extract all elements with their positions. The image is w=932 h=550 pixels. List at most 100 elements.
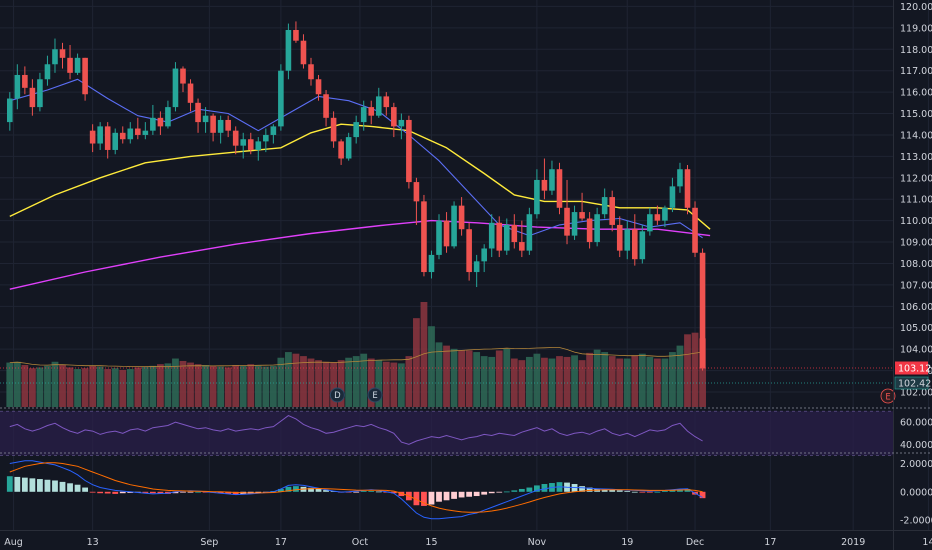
- candle-body: [29, 87, 36, 108]
- event-marker-label: E: [372, 391, 377, 401]
- volume-bar: [699, 338, 706, 407]
- volume-bar: [382, 361, 390, 407]
- price-tick-label: 106.00: [900, 302, 932, 313]
- candle-body: [247, 139, 254, 150]
- candle-body: [142, 130, 149, 135]
- macd-histogram-bar: [473, 491, 480, 497]
- macd-histogram-bar: [443, 491, 450, 501]
- macd-histogram-bar: [481, 491, 488, 495]
- time-tick-label: 14: [922, 537, 932, 548]
- volume-bar: [254, 365, 262, 407]
- candle-body: [119, 132, 126, 140]
- volume-bar: [669, 352, 676, 407]
- candle-body: [172, 68, 179, 108]
- volume-bar: [44, 365, 51, 407]
- macd-histogram-bar: [451, 491, 457, 499]
- candle-body: [270, 126, 277, 135]
- macd-histogram-bar: [82, 487, 88, 492]
- macd-histogram-bar: [662, 491, 668, 492]
- macd-histogram-bar: [29, 478, 36, 492]
- volume-bar: [202, 365, 209, 407]
- macd-histogram-bar: [488, 491, 495, 494]
- candle-body: [624, 229, 631, 251]
- candle-body: [662, 207, 668, 221]
- volume-bar: [126, 369, 134, 407]
- candle-body: [345, 137, 352, 159]
- macd-histogram-bar: [180, 491, 186, 493]
- volume-bar: [157, 364, 164, 407]
- candle-body: [428, 254, 435, 273]
- macd-histogram-bar: [624, 491, 631, 492]
- candle-body: [52, 49, 58, 65]
- volume-bar: [59, 365, 66, 407]
- volume-bar: [518, 360, 526, 407]
- time-tick-label: Sep: [200, 537, 218, 548]
- volume-bar: [443, 345, 450, 407]
- price-tick-label: 119.00: [900, 23, 932, 34]
- candle-body: [451, 205, 457, 247]
- price-tick-label: 107.00: [900, 280, 932, 291]
- candle-body: [300, 40, 307, 65]
- volume-bar: [6, 362, 14, 407]
- price-candles[interactable]: [7, 21, 706, 371]
- rsi-tick-label: 60.0000: [900, 418, 932, 429]
- volume-bar: [684, 334, 691, 407]
- macd-histogram-bar: [232, 491, 239, 495]
- macd-histogram-bar: [631, 491, 638, 493]
- candle-body: [436, 220, 442, 255]
- candle-body: [353, 122, 359, 138]
- volume-bar: [307, 358, 315, 407]
- volume-bar: [556, 356, 563, 407]
- volume-bar: [586, 352, 594, 407]
- ma-200-line: [9, 219, 711, 290]
- volume-bar: [638, 353, 646, 407]
- volume-bar: [345, 357, 353, 407]
- macd-histogram-bar: [436, 491, 442, 502]
- candle-body: [7, 98, 13, 123]
- candle-body: [541, 179, 548, 191]
- volume-bar: [578, 360, 586, 407]
- macd-histogram-bar: [601, 489, 608, 492]
- macd-pane[interactable]: [6, 460, 706, 520]
- volume-bar: [473, 352, 481, 407]
- candle-body: [639, 231, 646, 260]
- volume-bar: [691, 332, 699, 407]
- volume-bar: [631, 355, 639, 407]
- macd-histogram-bar: [390, 491, 397, 494]
- macd-line: [9, 460, 703, 520]
- candle-body: [112, 132, 119, 150]
- volume-bar: [360, 353, 368, 407]
- candle-body: [59, 49, 66, 58]
- candle-body: [556, 169, 563, 208]
- volume-bar: [194, 364, 202, 407]
- price-tick-label: 112.00: [900, 173, 932, 184]
- candle-body: [496, 222, 503, 251]
- rsi-pane[interactable]: [0, 410, 893, 456]
- candle-body: [609, 197, 615, 225]
- macd-histogram-bar: [699, 491, 706, 499]
- candle-body: [157, 117, 164, 127]
- time-tick-label: 2019: [841, 537, 865, 548]
- macd-tick-label: 0.0000: [900, 487, 932, 498]
- candle-body: [466, 229, 472, 273]
- macd-tick-label: -2.0000: [900, 516, 932, 527]
- price-tick-label: 118.00: [900, 45, 932, 56]
- volume-bar: [488, 356, 496, 407]
- candle-body: [97, 126, 103, 144]
- macd-histogram-bar: [14, 476, 21, 492]
- macd-histogram-bar: [59, 481, 66, 492]
- macd-histogram-bar: [458, 491, 465, 498]
- candle-body: [165, 107, 171, 127]
- volume-bar: [375, 360, 383, 407]
- volume-bar: [480, 356, 488, 407]
- volume-bar: [503, 348, 511, 407]
- candle-body: [669, 186, 676, 208]
- volume-bar: [164, 363, 172, 407]
- volume-bar: [104, 369, 112, 407]
- macd-histogram-bar: [225, 491, 232, 494]
- candle-body: [74, 57, 81, 73]
- candle-body: [360, 107, 367, 123]
- volume-moving-average: [9, 347, 703, 368]
